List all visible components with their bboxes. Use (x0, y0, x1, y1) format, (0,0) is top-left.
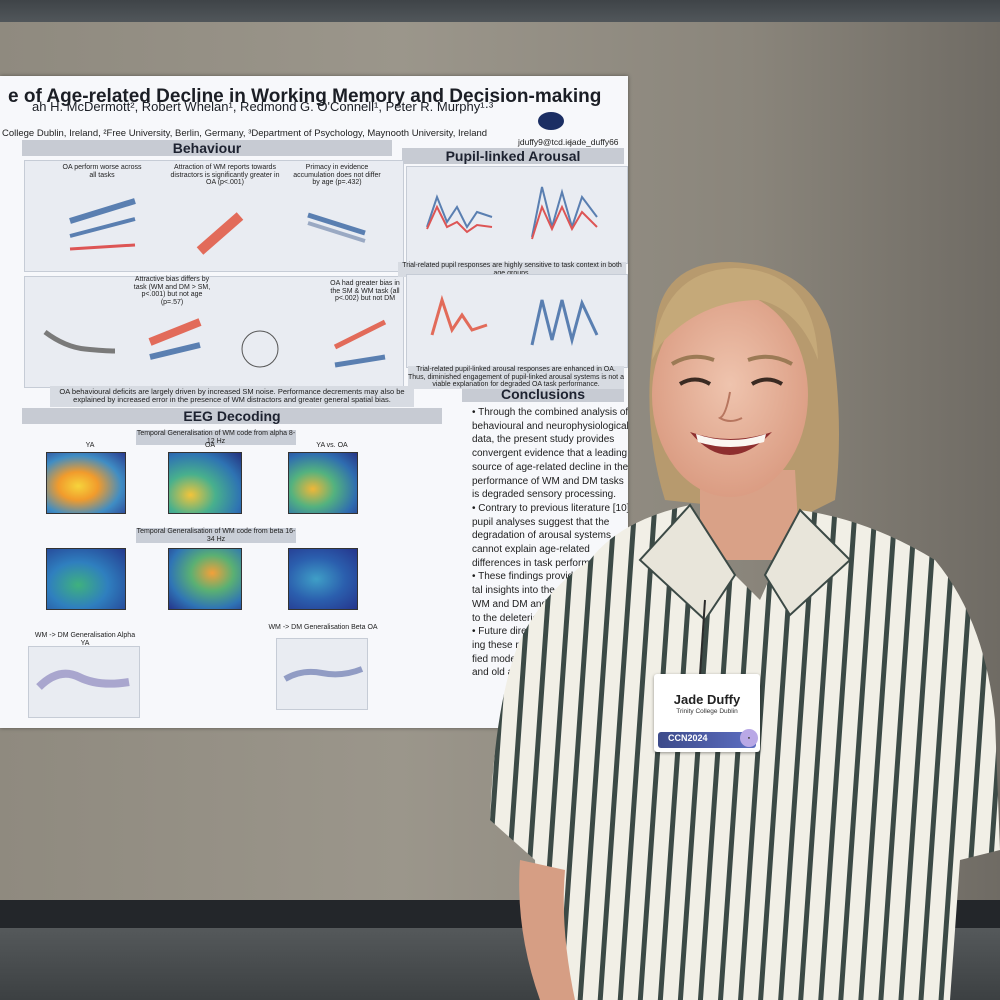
research-poster: e of Age-related Decline in Working Memo… (0, 76, 628, 728)
nose (717, 391, 743, 422)
conclusion-item: • Through the combined analysis of behav… (472, 407, 628, 501)
eeg-label-oa: OA (204, 442, 216, 449)
poster-handle: jade_duffy66 (570, 137, 619, 147)
beta-generalisation-lines (283, 666, 364, 682)
behaviour-bottom-panel (24, 276, 404, 388)
hair-fringe (652, 268, 818, 360)
eeg-alpha-generalisation-caption: WM -> DM Generalisation Alpha YA (34, 632, 136, 647)
eeg-beta-generalisation-caption: WM -> DM Generalisation Beta OA (268, 624, 378, 631)
heatmap-alpha-diff (288, 452, 358, 514)
behaviour-caption-4: Attractive bias differs by task (WM and … (133, 276, 211, 307)
behaviour-top-panel (24, 160, 404, 272)
conclusions-list: • Through the combined analysis of behav… (472, 406, 628, 680)
conclusion-item: • These findings provide fu (472, 571, 590, 583)
poster-affiliations: College Dublin, Ireland, ²Free Universit… (2, 128, 488, 139)
alpha-generalisation-plot (28, 646, 140, 718)
badge-conference: CCN2024 (668, 733, 708, 743)
section-behaviour: Behaviour (22, 140, 392, 156)
poster-title: e of Age-related Decline in Working Memo… (8, 86, 602, 107)
pupil-caption-2: Trial-related pupil-linked arousal respo… (408, 366, 624, 390)
behaviour-caption-2: Attraction of WM reports towards distrac… (170, 164, 280, 187)
heatmap-alpha-ya (46, 452, 126, 514)
left-brow (670, 354, 715, 366)
behaviour-bias-plots (43, 318, 387, 368)
behaviour-line-plots (69, 198, 366, 255)
pupil-caption-1: Trial-related pupil responses are highly… (398, 262, 626, 278)
badge-name: Jade Duffy (673, 692, 741, 707)
left-hand (519, 860, 575, 1000)
behaviour-caption-5: OA had greater bias in the SM & WM task … (330, 280, 400, 303)
eeg-alpha-caption: Temporal Generalisation of WM code from … (136, 430, 296, 446)
pupil-bottom-plots (430, 294, 599, 346)
poster-authors: ah H. McDermott², Robert Whelan¹, Redmon… (32, 99, 494, 114)
section-pupil: Pupil-linked Arousal (402, 148, 624, 164)
marie-curie-logo (538, 112, 564, 130)
conclusion-item: tal insights into the ne (472, 585, 569, 597)
badge-conference-strip (658, 732, 756, 748)
section-conclusions: Conclusions (462, 386, 624, 402)
striped-shirt (490, 505, 1000, 1000)
shirt-collar-left (638, 503, 737, 622)
pupil-top-plots (426, 186, 598, 240)
name-badge: Jade Duffy Trinity College Dublin CCN202… (654, 674, 760, 752)
conclusion-item: to the deleterious (472, 612, 549, 624)
lanyard (699, 599, 706, 676)
conclusion-item: WM and DM and th (472, 598, 559, 610)
heatmap-beta-diff (288, 548, 358, 610)
section-eeg: EEG Decoding (22, 408, 442, 424)
badge-sticker-icon: ● (740, 729, 758, 747)
left-eye (678, 377, 712, 386)
right-eye (750, 377, 784, 386)
behaviour-caption-1: OA perform worse across all tasks (62, 164, 142, 179)
teeth (696, 434, 766, 447)
conclusion-item: • Contrary to previous literature [10] p… (472, 502, 628, 569)
conclusion-item: and old age (472, 667, 525, 679)
pupil-top-panel (406, 166, 628, 264)
behaviour-caption-3: Primacy in evidence accumulation does no… (293, 164, 381, 187)
right-brow (747, 354, 793, 366)
heatmap-alpha-oa (168, 452, 242, 514)
heatmap-beta-ya (46, 548, 126, 610)
heatmap-beta-oa (168, 548, 242, 610)
conclusion-item: • Future directions (472, 626, 553, 638)
eeg-beta-caption: Temporal Generalisation of WM code from … (136, 528, 296, 544)
behaviour-summary: OA behavioural deficits are largely driv… (50, 386, 414, 407)
shirt-collar-right (763, 508, 852, 617)
conclusion-item: fied model of (472, 653, 530, 665)
conclusion-item: ing these resul (472, 639, 538, 651)
beta-generalisation-plot (276, 638, 368, 710)
poster-email: jduffy9@tcd.ie (518, 137, 572, 147)
eeg-label-yavsoa: YA vs. OA (316, 442, 348, 449)
alpha-generalisation-lines (36, 669, 130, 690)
pupil-bottom-panel (406, 274, 628, 368)
eeg-label-ya: YA (85, 442, 95, 449)
badge-organization: Trinity College Dublin (676, 708, 738, 715)
